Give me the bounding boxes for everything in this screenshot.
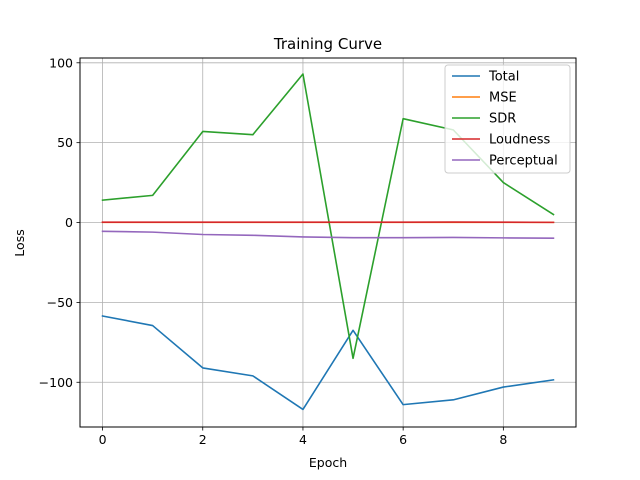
y-tick-label: 0	[65, 215, 73, 230]
axis-ticks: 0 2 4 6 8 −100 −50 0 50 100	[39, 55, 508, 447]
y-tick-label: −50	[47, 295, 73, 310]
x-axis-label: Epoch	[309, 455, 347, 470]
legend-label-loudness: Loudness	[489, 133, 550, 148]
series-lines	[101, 73, 555, 411]
x-tick-label: 6	[399, 432, 407, 447]
y-tick-label: 100	[49, 55, 73, 70]
legend-label-total: Total	[488, 70, 519, 85]
y-tick-label: −100	[39, 375, 73, 390]
legend-label-sdr: SDR	[489, 112, 516, 127]
x-tick-label: 0	[99, 432, 107, 447]
legend: Total MSE SDR Loudness Perceptual	[444, 64, 571, 174]
y-axis-label: Loss	[12, 229, 27, 256]
x-tick-label: 2	[199, 432, 207, 447]
legend-box	[444, 64, 571, 174]
series-line-perceptual	[101, 230, 555, 239]
chart-title: Training Curve	[273, 35, 382, 53]
plot-frame	[79, 57, 577, 428]
legend-label-mse: MSE	[489, 91, 517, 106]
y-tick-label: 50	[57, 135, 73, 150]
series-line-total	[101, 315, 555, 411]
x-tick-label: 4	[299, 432, 307, 447]
x-tick-label: 8	[499, 432, 507, 447]
legend-label-perceptual: Perceptual	[489, 154, 558, 169]
